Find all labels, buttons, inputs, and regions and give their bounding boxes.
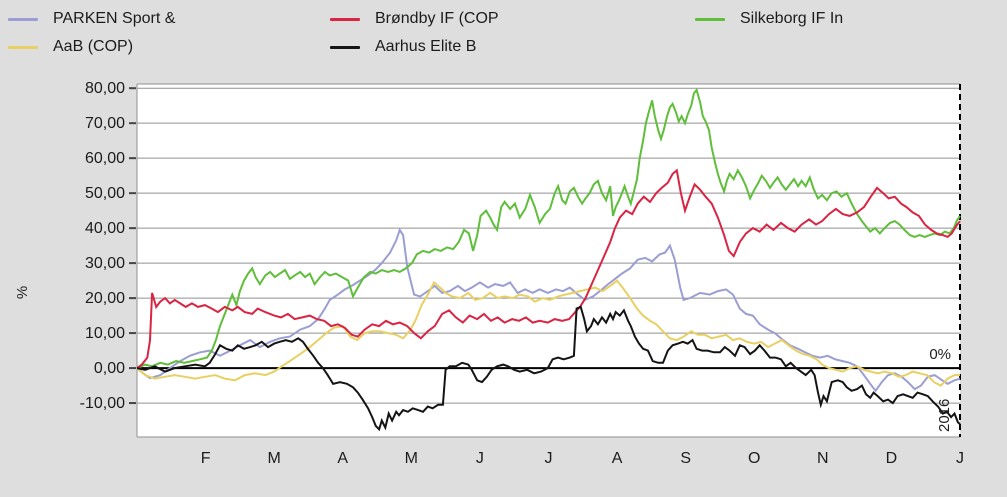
- x-tick-label: M: [405, 450, 418, 467]
- x-tick-label: D: [886, 450, 898, 467]
- x-tick-label: O: [748, 450, 760, 467]
- x-tick-label: M: [268, 450, 281, 467]
- legend-label-aab: AaB (COP): [53, 38, 134, 55]
- y-tick-label: 30,00: [85, 255, 125, 272]
- legend-item-brondby[interactable]: Brøndby IF (COP: [330, 8, 499, 30]
- x-tick-label: J: [545, 450, 553, 467]
- y-tick-label: 60,00: [85, 150, 125, 167]
- y-tick-label: -10,00: [80, 395, 125, 412]
- legend-swatch-parken: [8, 17, 38, 21]
- y-tick-label: 40,00: [85, 220, 125, 237]
- zero-percent-label: 0%: [929, 346, 951, 363]
- x-tick-label: J: [956, 450, 964, 467]
- legend-label-aarhus: Aarhus Elite B: [375, 38, 477, 55]
- y-tick-label: 50,00: [85, 185, 125, 202]
- x-tick-label: S: [680, 450, 691, 467]
- y-tick-label: 0,00: [94, 360, 125, 377]
- legend-swatch-silkeborg: [695, 17, 725, 21]
- series-line-parken: [136, 227, 961, 393]
- legend-label-brondby: Brøndby IF (COP: [375, 10, 499, 27]
- series-line-aab: [136, 279, 960, 387]
- year-2016-label: 2016: [936, 399, 953, 432]
- legend-item-aarhus[interactable]: Aarhus Elite B: [330, 36, 476, 58]
- y-tick-label: 10,00: [85, 325, 125, 342]
- y-tick-label: 70,00: [85, 115, 125, 132]
- y-tick-label: 80,00: [85, 80, 125, 97]
- legend-swatch-aarhus: [330, 45, 360, 49]
- y-tick-label: 20,00: [85, 290, 125, 307]
- series-line-silkeborg: [136, 87, 961, 370]
- x-tick-label: A: [337, 450, 348, 467]
- legend-label-parken: PARKEN Sport &: [53, 10, 176, 27]
- legend-label-silkeborg: Silkeborg IF In: [740, 10, 844, 27]
- legend-swatch-aab: [8, 45, 38, 49]
- legend-swatch-brondby: [330, 17, 360, 21]
- x-tick-label: F: [201, 450, 211, 467]
- legend-item-parken[interactable]: PARKEN Sport &: [8, 8, 175, 30]
- x-tick-label: N: [817, 450, 829, 467]
- series-line-brondby: [136, 168, 961, 369]
- x-tick-label: A: [612, 450, 623, 467]
- plot-area: [137, 84, 960, 437]
- legend-item-aab[interactable]: AaB (COP): [8, 36, 133, 58]
- legend-item-silkeborg[interactable]: Silkeborg IF In: [695, 8, 843, 30]
- x-tick-label: J: [476, 450, 484, 467]
- series-line-aarhus: [136, 305, 961, 432]
